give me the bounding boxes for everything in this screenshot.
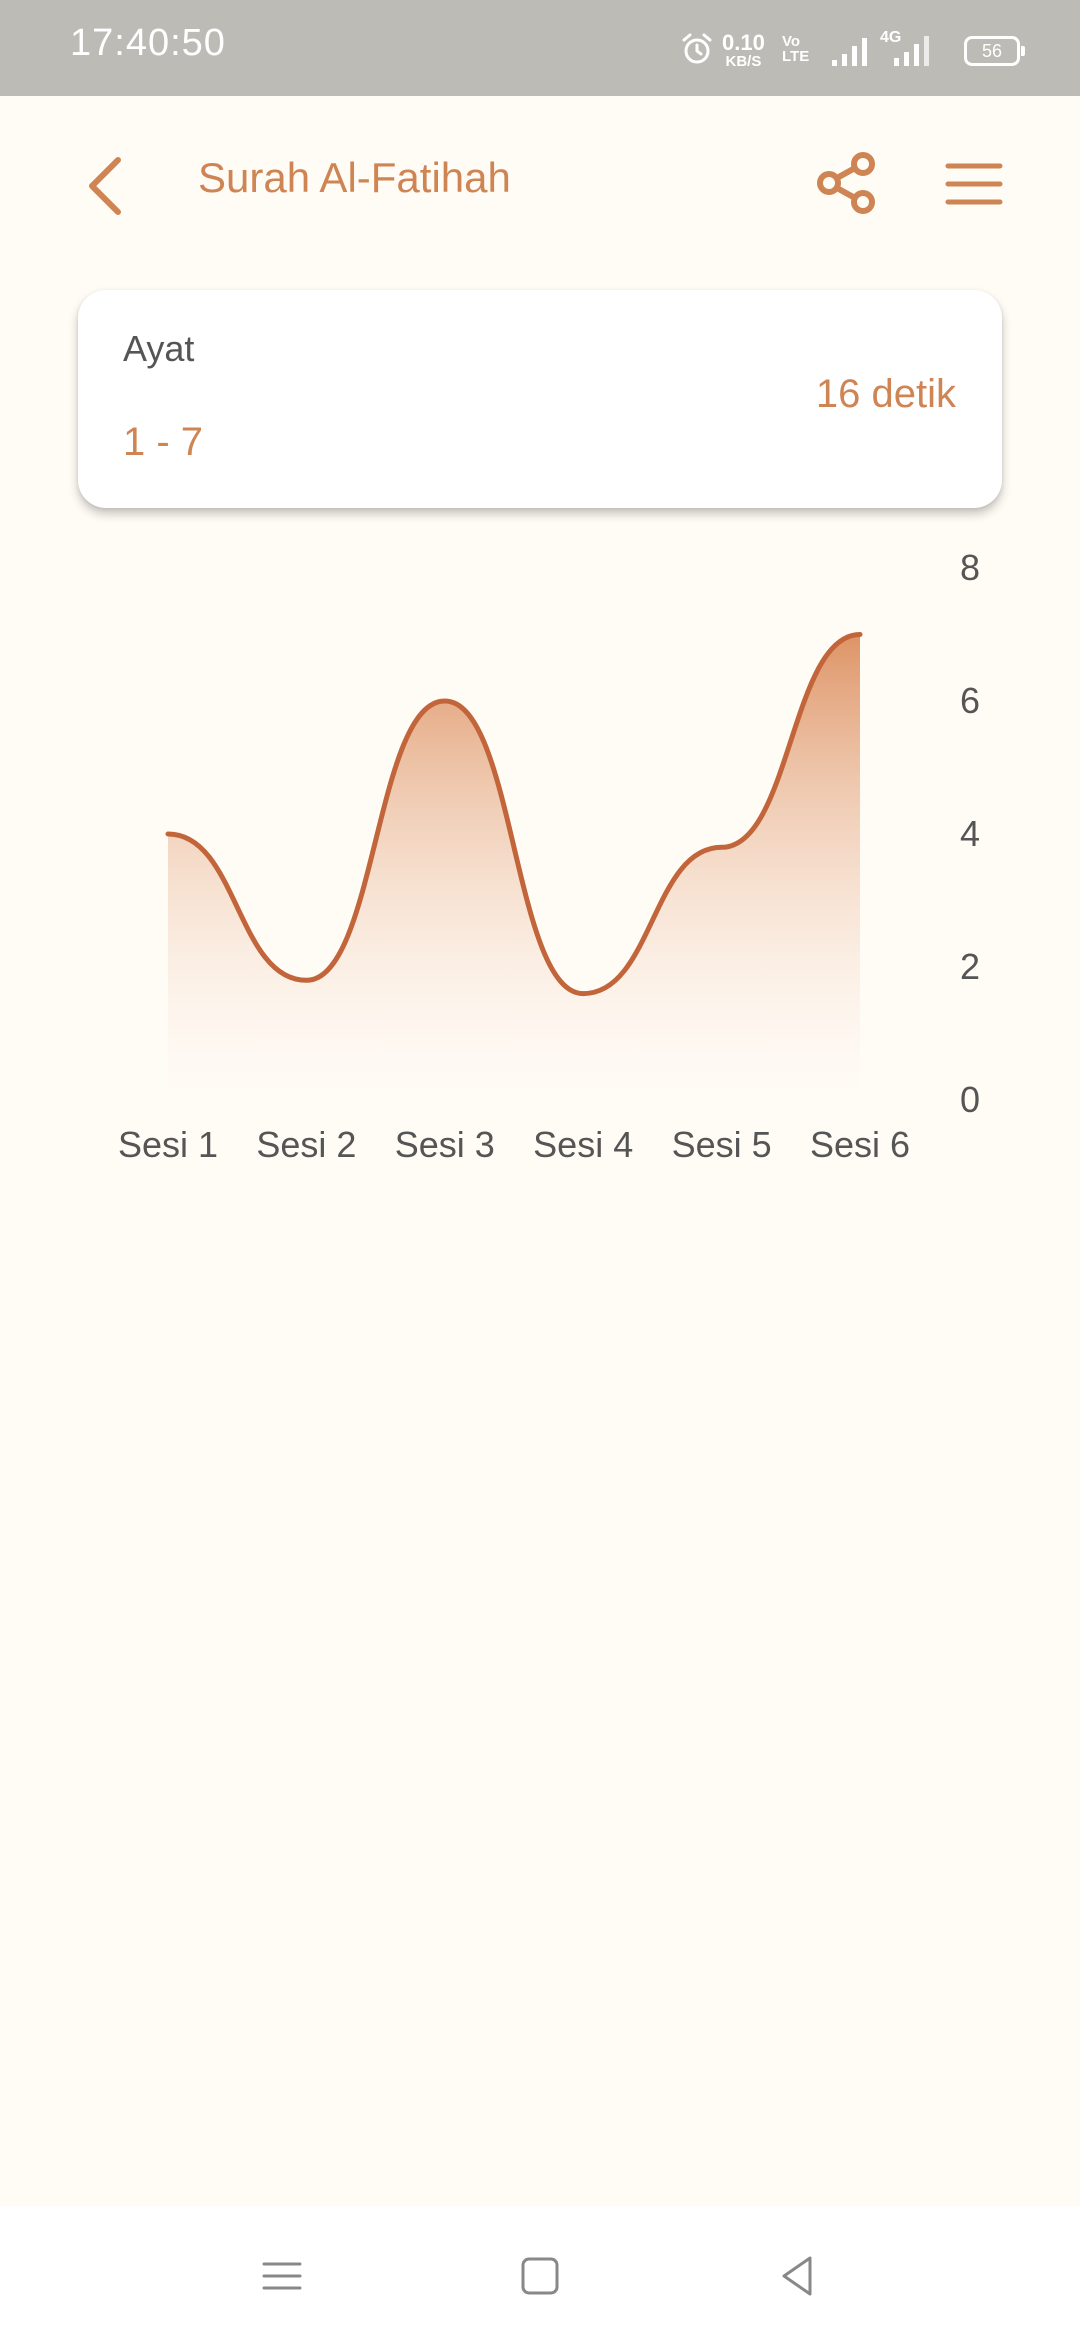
back-nav-button[interactable]	[768, 2246, 828, 2306]
y-tick-label: 8	[960, 547, 980, 588]
y-tick-label: 6	[960, 680, 980, 721]
status-time: 17:40:50	[70, 22, 226, 64]
session-chart: 0 2 4 6 8 Sesi 1 Sesi 2 Sesi 3 Sesi 4 Sesi 5 Sesi…	[118, 547, 980, 1165]
ayat-label: Ayat	[123, 328, 195, 369]
menu-button[interactable]	[942, 154, 1006, 214]
signal-icon	[832, 38, 867, 66]
battery-icon: 56	[964, 36, 1025, 66]
system-nav-bar	[0, 2206, 1080, 2340]
network-type: 4G	[880, 29, 902, 46]
x-tick-label: Sesi 4	[533, 1124, 633, 1165]
y-tick-label: 0	[960, 1079, 980, 1120]
signal-icon-2	[894, 36, 929, 66]
back-button[interactable]	[70, 146, 140, 226]
page-title: Surah Al-Fatihah	[198, 154, 511, 201]
x-tick-label: Sesi 5	[672, 1124, 772, 1165]
status-icons: 0.10 KB/S Vo LTE 4G 56	[680, 18, 1040, 78]
y-tick-label: 4	[960, 813, 980, 854]
recents-button[interactable]	[252, 2246, 312, 2306]
x-tick-label: Sesi 6	[810, 1124, 910, 1165]
home-icon	[521, 2257, 559, 2295]
area-fill	[168, 634, 860, 1094]
home-button[interactable]	[510, 2246, 570, 2306]
y-tick-label: 2	[960, 946, 980, 987]
series-line	[165, 632, 863, 997]
recents-icon	[262, 2262, 302, 2290]
share-button[interactable]	[812, 148, 882, 218]
volte-indicator: Vo LTE	[782, 33, 810, 65]
duration-value: 16 detik	[815, 372, 956, 416]
x-tick-label: Sesi 1	[118, 1124, 218, 1165]
x-tick-label: Sesi 3	[395, 1124, 495, 1165]
app-bar: Surah Al-Fatihah	[0, 96, 1080, 276]
network-speed: 0.10 KB/S	[722, 30, 765, 70]
back-triangle-icon	[782, 2256, 812, 2296]
x-tick-label: Sesi 2	[256, 1124, 356, 1165]
alarm-icon	[682, 33, 712, 64]
share-icon	[817, 152, 875, 214]
info-card: Ayat 1 - 7 16 detik	[78, 290, 1002, 508]
ayat-range: 1 - 7	[123, 420, 204, 464]
hamburger-menu-icon	[945, 163, 1003, 205]
chevron-left-icon	[89, 157, 121, 215]
status-bar: 17:40:50 0.10 KB/S Vo LTE 4G 56	[0, 0, 1080, 96]
